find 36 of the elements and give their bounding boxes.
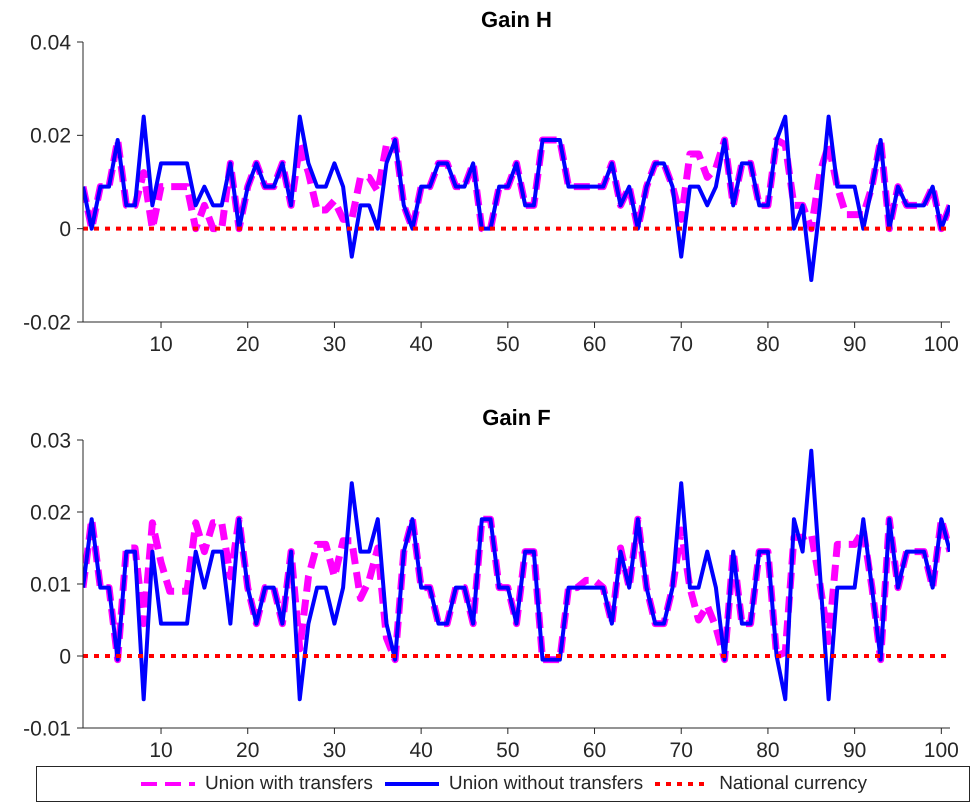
line-series bbox=[83, 448, 950, 702]
legend-label: National currency bbox=[718, 773, 868, 795]
chart-title: Gain F bbox=[481, 404, 552, 432]
x-tick-label: 80 bbox=[756, 738, 780, 762]
x-tick-label: 20 bbox=[236, 332, 260, 356]
y-tick-label: 0.02 bbox=[30, 501, 71, 524]
x-tick-label: 50 bbox=[496, 738, 520, 762]
x-tick-label: 90 bbox=[842, 738, 866, 762]
y-tick-label: 0 bbox=[59, 645, 71, 668]
legend-label: Union with transfers bbox=[204, 773, 373, 795]
y-tick-label: -0.01 bbox=[23, 717, 71, 740]
legend-label: Union without transfers bbox=[448, 773, 644, 795]
chart-title: Gain H bbox=[480, 6, 553, 34]
y-tick-label: 0.04 bbox=[30, 31, 72, 54]
x-tick-label: 30 bbox=[322, 332, 346, 356]
x-tick-label: 70 bbox=[670, 332, 693, 356]
x-tick-label: 50 bbox=[496, 332, 520, 356]
x-tick-label: 30 bbox=[322, 738, 346, 762]
y-tick-label: -0.02 bbox=[23, 311, 71, 334]
y-tick-label: 0.03 bbox=[30, 429, 71, 452]
y-tick-label: 0.01 bbox=[30, 573, 71, 596]
line-series bbox=[83, 114, 950, 282]
y-tick-label: 0 bbox=[59, 218, 71, 242]
y-tick-label: 0.02 bbox=[30, 124, 71, 148]
x-tick-label: 40 bbox=[409, 738, 433, 762]
x-tick-label: 90 bbox=[842, 332, 866, 356]
x-tick-label: 10 bbox=[149, 332, 173, 356]
x-tick-label: 40 bbox=[409, 332, 433, 356]
x-tick-label: 70 bbox=[670, 738, 693, 762]
x-tick-label: 10 bbox=[149, 738, 173, 762]
x-tick-label: 100 bbox=[924, 332, 959, 356]
x-tick-label: 80 bbox=[756, 332, 780, 356]
x-tick-label: 60 bbox=[582, 332, 606, 356]
x-tick-label: 100 bbox=[924, 738, 959, 762]
x-tick-label: 60 bbox=[582, 738, 606, 762]
x-tick-label: 20 bbox=[236, 738, 260, 762]
